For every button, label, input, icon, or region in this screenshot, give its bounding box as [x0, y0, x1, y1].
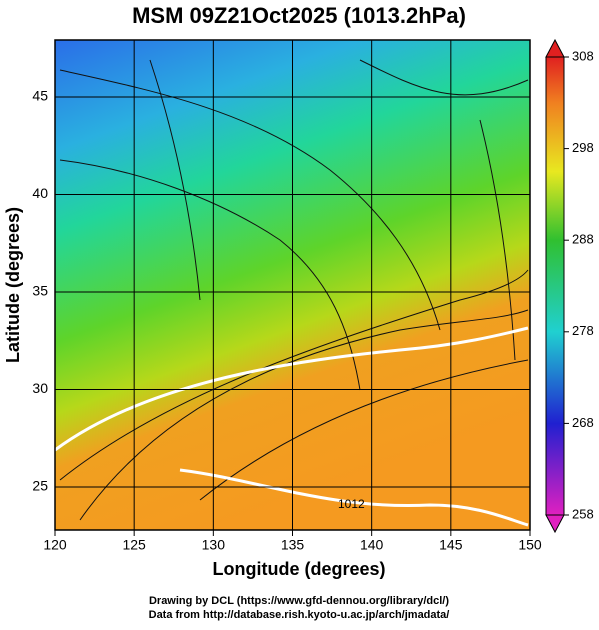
- x-tick-label: 120: [43, 537, 67, 553]
- colorbar: [545, 56, 565, 516]
- colorbar-max-arrow: [545, 38, 565, 58]
- y-axis-label: Latitude (degrees): [3, 207, 23, 363]
- x-axis-label: Longitude (degrees): [212, 559, 385, 579]
- colorbar-tick-label: 268: [572, 415, 594, 430]
- credit-line: Data from http://database.rish.kyoto-u.a…: [149, 609, 450, 621]
- colorbar-tick-label: 308: [572, 48, 594, 63]
- title: MSM 09Z21Oct2025 (1013.2hPa): [132, 3, 466, 28]
- colorbar-min-arrow: [545, 514, 565, 534]
- y-tick-label: 30: [32, 380, 48, 396]
- y-tick-label: 40: [32, 185, 48, 201]
- y-tick-label: 25: [32, 478, 48, 494]
- y-tick-label: 35: [32, 283, 48, 299]
- colorbar-tick-label: 288: [572, 232, 594, 247]
- x-tick-label: 130: [202, 537, 226, 553]
- isobar: [54, 326, 529, 527]
- colorbar-tick-label: 278: [572, 323, 594, 338]
- contour-label: 1012: [338, 497, 365, 511]
- credit-line: Drawing by DCL (https://www.gfd-dennou.o…: [149, 595, 449, 607]
- x-tick-label: 125: [122, 537, 146, 553]
- colorbar-tick-label: 298: [572, 140, 594, 155]
- x-tick-label: 145: [439, 537, 463, 553]
- x-tick-label: 140: [360, 537, 384, 553]
- grid: [55, 40, 530, 530]
- x-tick-label: 135: [281, 537, 305, 553]
- y-tick-label: 45: [32, 88, 48, 104]
- colorbar-tick-label: 258: [572, 506, 594, 521]
- streamlines: [59, 59, 529, 521]
- x-tick-label: 150: [518, 537, 542, 553]
